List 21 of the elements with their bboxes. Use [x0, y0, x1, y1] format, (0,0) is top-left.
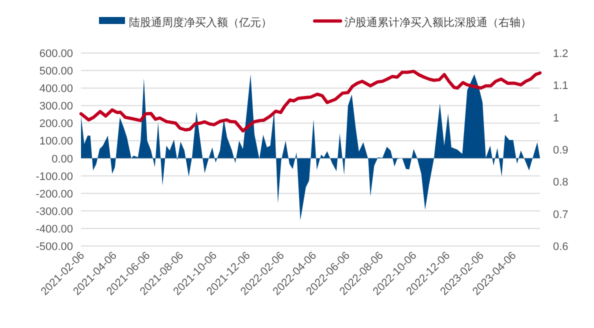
legend-label: 陆股通周度净买入额（亿元） [129, 16, 272, 29]
y-tick-label: 300.00 [39, 100, 73, 113]
y2-tick-label: 0.6 [553, 241, 568, 253]
y2-tick-label: 0.9 [553, 144, 568, 156]
y-tick-label: -500.00 [36, 241, 73, 253]
legend-label: 沪股通累计净买入额比深股通（右轴） [344, 16, 532, 29]
y-tick-label: 0.00 [52, 153, 73, 166]
y-tick-label: 100.00 [39, 136, 73, 148]
y-tick-label: 400.00 [39, 83, 73, 96]
y-tick-label: -100.00 [36, 170, 73, 183]
y2-tick-label: 0.8 [553, 176, 568, 189]
y2-tick-label: 0.7 [553, 208, 568, 221]
y2-tick-label: 1 [553, 112, 560, 124]
y2-tick-label: 1.1 [553, 80, 568, 92]
y-tick-label: -300.00 [36, 206, 73, 218]
y-tick-label: -200.00 [36, 188, 73, 200]
y-tick-label: 200.00 [39, 118, 73, 130]
y-tick-label: -400.00 [36, 223, 73, 236]
y-tick-label: 600.00 [39, 48, 73, 60]
y-tick-label: 500.00 [39, 66, 73, 78]
y2-tick-label: 1.2 [553, 48, 568, 60]
